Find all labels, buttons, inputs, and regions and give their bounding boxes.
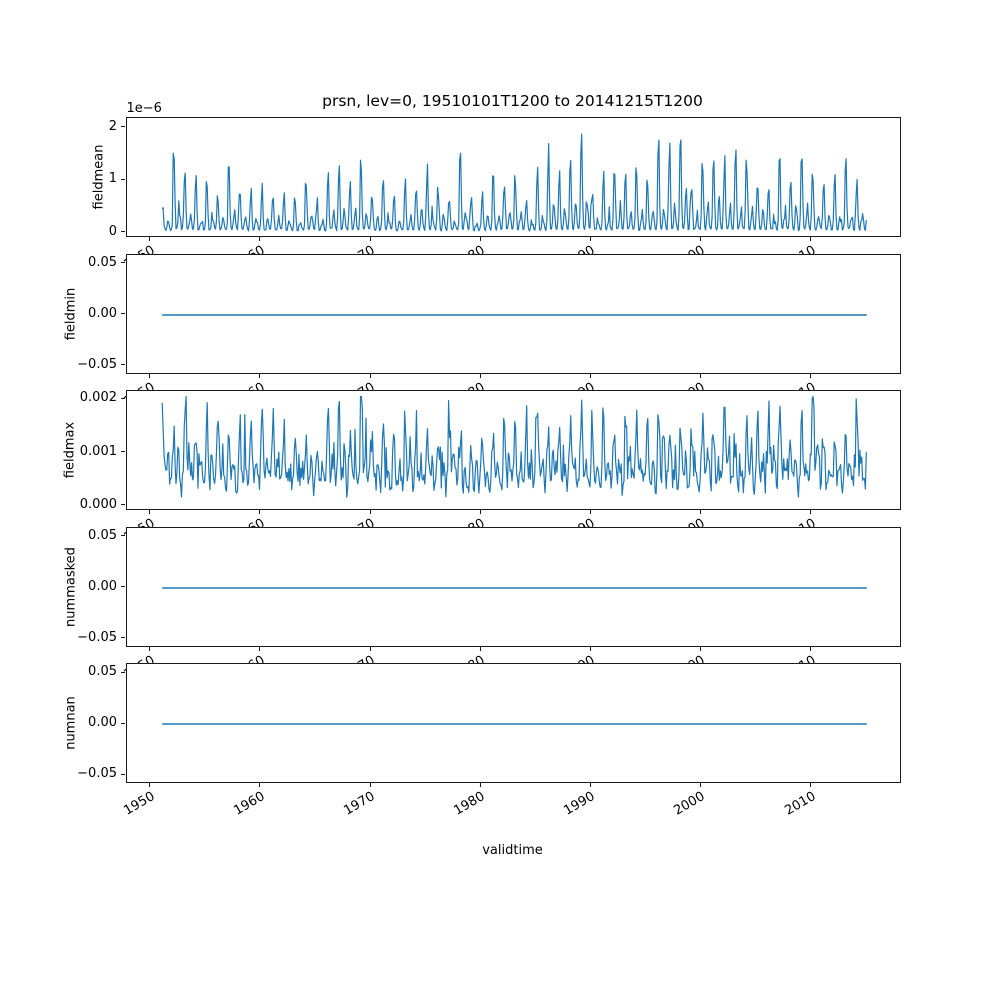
y-tick <box>121 178 125 180</box>
y-tick <box>121 671 125 673</box>
x-tick <box>699 373 701 378</box>
x-tick <box>810 510 812 515</box>
x-tick <box>149 783 151 788</box>
x-tick <box>589 373 591 378</box>
x-tick-label: 2010 <box>781 789 819 819</box>
x-tick-label: 1960 <box>231 789 268 819</box>
x-tick <box>369 373 371 378</box>
y-tick-label: 1 <box>108 171 117 187</box>
y-tick <box>121 586 125 588</box>
y-tick-label: −0.05 <box>77 356 117 372</box>
y-tick-label: 0.05 <box>88 664 117 680</box>
x-tick <box>479 510 481 515</box>
y-tick <box>121 262 125 264</box>
y-axis-label-fieldmax: fieldmax <box>62 422 78 479</box>
x-tick <box>479 646 481 651</box>
x-tick <box>810 237 812 241</box>
x-tick <box>810 783 812 788</box>
x-tick <box>259 783 261 788</box>
y-axis-label-fieldmean: fieldmean <box>91 144 107 210</box>
x-tick <box>149 373 151 378</box>
x-tick <box>479 783 481 788</box>
y-tick-label: 0 <box>108 223 117 239</box>
y-tick <box>121 231 125 233</box>
y-tick <box>121 722 125 724</box>
x-tick <box>589 646 591 651</box>
y-tick-label: 0.05 <box>88 527 117 543</box>
y-tick-label: 0.00 <box>88 715 117 731</box>
axes-numnan <box>125 663 901 784</box>
x-tick <box>699 237 701 241</box>
line-plot-nummasked <box>161 586 867 589</box>
x-tick <box>699 510 701 515</box>
y-tick <box>121 451 125 453</box>
y-tick-label: 0.00 <box>88 578 117 594</box>
x-tick <box>259 373 261 378</box>
x-tick <box>369 783 371 788</box>
y-tick-label: −0.05 <box>77 766 117 782</box>
axes-fieldmean <box>125 117 901 237</box>
y-tick <box>121 773 125 775</box>
x-tick <box>699 646 701 651</box>
x-tick <box>479 237 481 241</box>
y-tick <box>121 637 125 639</box>
x-tick <box>369 510 371 515</box>
line-plot-fieldmin <box>161 313 867 316</box>
x-tick-label: 1950 <box>121 789 158 819</box>
axes-fieldmin <box>125 253 901 374</box>
offset-scale-label: 1e−6 <box>126 101 162 116</box>
x-tick <box>149 237 151 241</box>
x-tick <box>259 510 261 515</box>
y-tick <box>121 126 125 128</box>
x-tick-label: 2000 <box>671 789 708 819</box>
y-tick <box>121 535 125 537</box>
y-tick-label: 0.001 <box>79 443 117 459</box>
x-tick <box>149 510 151 515</box>
y-tick-label: 0.002 <box>79 390 117 406</box>
x-tick <box>259 646 261 651</box>
y-tick-label: 2 <box>108 118 117 134</box>
y-tick-label: 0.05 <box>88 254 117 270</box>
x-tick-label: 1990 <box>561 789 598 819</box>
axes-nummasked <box>125 526 901 647</box>
x-tick-label: 1970 <box>341 789 378 819</box>
x-tick <box>589 510 591 515</box>
line-plot-numnan <box>161 723 867 726</box>
x-axis-label: validtime <box>482 843 543 858</box>
x-tick <box>589 783 591 788</box>
y-tick <box>121 313 125 315</box>
series-fieldmax <box>161 396 867 498</box>
axes-fieldmax <box>125 390 901 511</box>
line-plot-fieldmean <box>161 133 867 232</box>
series-fieldmean <box>161 133 867 232</box>
x-tick-label: 1980 <box>451 789 488 819</box>
line-plot-fieldmax <box>161 396 867 498</box>
x-tick <box>369 646 371 651</box>
y-tick-label: 0.00 <box>88 305 117 321</box>
x-tick <box>810 373 812 378</box>
y-axis-label-nummasked: nummasked <box>63 546 79 627</box>
y-tick <box>121 397 125 399</box>
y-tick <box>121 504 125 506</box>
x-tick <box>699 783 701 788</box>
x-tick <box>259 237 261 241</box>
y-axis-label-numnan: numnan <box>63 696 79 751</box>
y-tick-label: −0.05 <box>77 629 117 645</box>
x-tick <box>810 646 812 651</box>
x-tick <box>369 237 371 241</box>
x-tick <box>589 237 591 241</box>
figure-title: prsn, lev=0, 19510101T1200 to 20141215T1… <box>322 92 703 110</box>
x-tick <box>479 373 481 378</box>
y-tick <box>121 364 125 366</box>
y-tick-label: 0.000 <box>79 496 117 512</box>
x-tick <box>149 646 151 651</box>
y-axis-label-fieldmin: fieldmin <box>63 287 79 340</box>
